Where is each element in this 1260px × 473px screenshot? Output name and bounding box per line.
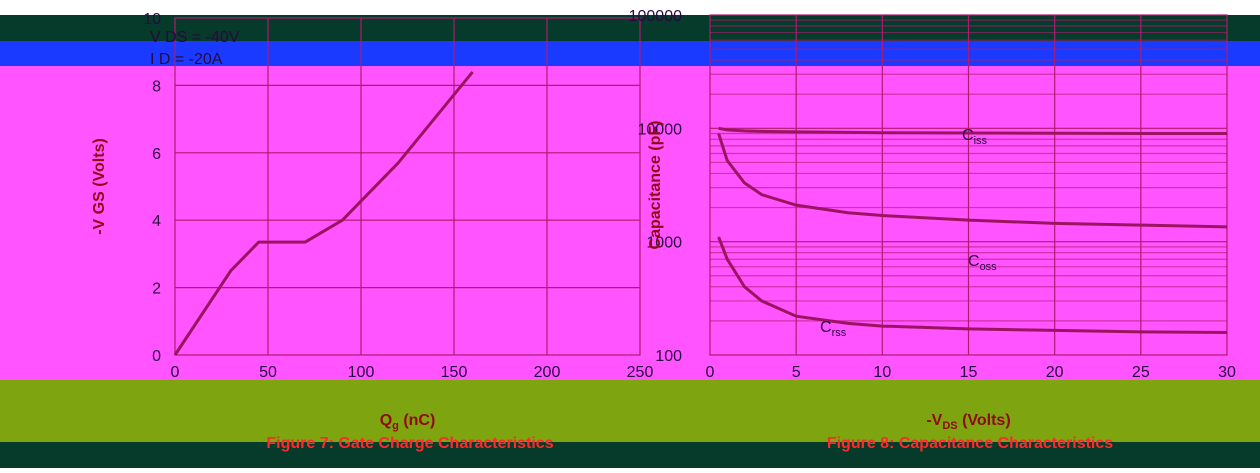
y-tick-label: 8	[152, 78, 161, 95]
x-tick-label: 0	[171, 364, 180, 381]
x-axis-label: -VDS (Volts)	[926, 412, 1010, 432]
x-tick-label: 150	[441, 364, 468, 381]
figure-caption: Figure 7: Gate Charge Characteristics	[266, 435, 553, 452]
crss-curve	[717, 236, 1228, 334]
y-tick-label: 6	[152, 146, 161, 163]
gate-charge-chart: 0 50 100 150 200 250 0 2 4 6 8 10V DS = -40V I D = -…	[91, 11, 653, 452]
x-tick-label: 250	[627, 364, 654, 381]
x-tick-label: 5	[792, 364, 801, 381]
capacitance-chart: 0 5 10 15 20 25 30 100 1000 10000 100000 Ciss Coss Cr…	[629, 8, 1236, 452]
x-tick-label: 25	[1132, 364, 1150, 381]
gate-charge-curve	[173, 70, 474, 356]
plot-frame	[174, 17, 641, 356]
annotation-label: I D = -20A	[150, 51, 223, 68]
y-tick-label: 100000	[629, 8, 682, 25]
x-tick-label: 10	[873, 364, 891, 381]
x-tick-label: 200	[534, 364, 561, 381]
x-tick-label: 20	[1046, 364, 1064, 381]
y-axis-label: Capacitance (pF)	[647, 121, 664, 250]
y-tick-label: 1000	[646, 235, 682, 252]
blue-band	[0, 41, 1260, 66]
olive-band	[0, 380, 1260, 442]
y-tick-label: 100	[655, 348, 682, 365]
x-tick-label: 0	[706, 364, 715, 381]
x-tick-label: 15	[960, 364, 978, 381]
x-axis-label: Qg (nC)	[380, 412, 436, 432]
y-tick-label: 10	[143, 11, 161, 28]
series-label-oss: Coss	[968, 253, 997, 273]
figure-caption: Figure 8: Capacitance Characteristics	[827, 435, 1113, 452]
series-label-iss: Ciss	[962, 127, 988, 147]
bottom-band	[0, 442, 1260, 468]
series-label-rss: Crss	[820, 319, 847, 339]
y-axis-label: -V GS (Volts)	[91, 138, 108, 235]
y-tick-label: 0	[152, 348, 161, 365]
top-band	[0, 15, 1260, 41]
coss-curve	[717, 133, 1228, 229]
ciss-curve	[718, 126, 1227, 136]
y-tick-label: 2	[152, 281, 161, 298]
x-tick-label: 100	[348, 364, 375, 381]
annotation-label: V DS = -40V	[150, 29, 240, 46]
y-tick-label: 10000	[638, 121, 683, 138]
x-tick-label: 50	[259, 364, 277, 381]
y-tick-label: 4	[152, 213, 161, 230]
x-tick-label: 30	[1218, 364, 1236, 381]
